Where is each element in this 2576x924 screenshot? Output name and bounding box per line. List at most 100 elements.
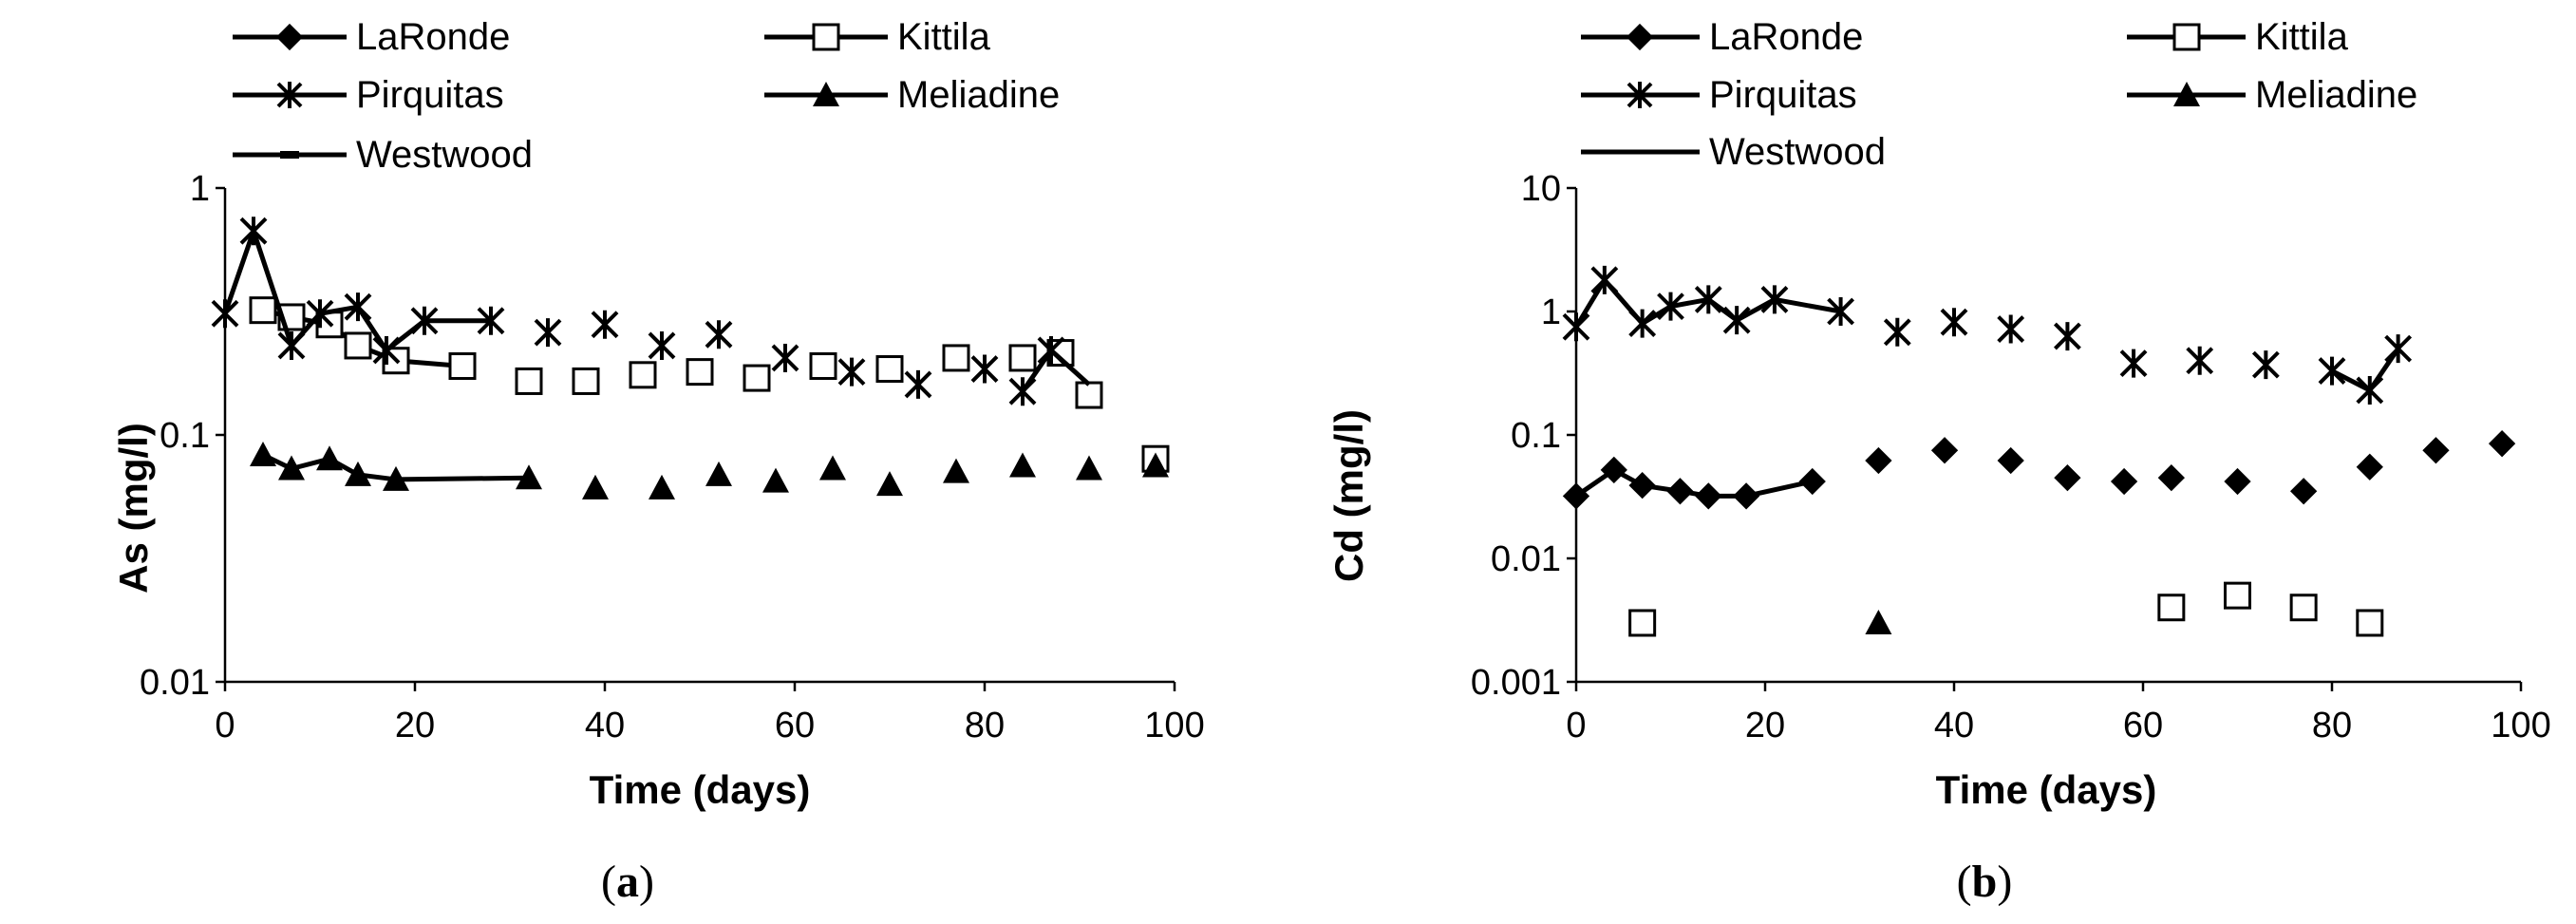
y-tick-label-a-1: 0.1: [160, 416, 210, 456]
legend-label-meliadine-b: Meliadine: [2255, 74, 2417, 116]
legend-label-kittila-b: Kittila: [2255, 16, 2349, 58]
x-axis-title-a: Time (days): [590, 767, 811, 812]
data-point-kittila-a-5: [448, 352, 477, 381]
legend-label-meliadine-a: Meliadine: [897, 74, 1060, 116]
data-point-kittila-a-13: [942, 344, 970, 372]
data-point-laronde-b-4: [1695, 482, 1722, 510]
data-point-pirquitas-a-16: [1008, 377, 1037, 406]
data-point-pirquitas-b-1: [1590, 265, 1619, 294]
x-tick-label-a-2: 40: [585, 706, 625, 745]
panel-label-b: (b): [1957, 857, 2013, 907]
data-point-pirquitas-b-10: [1997, 314, 2025, 344]
panel-label-suffix-a: ): [639, 857, 654, 907]
data-point-laronde-b-2: [1628, 472, 1656, 500]
legend-marker-westwood-a: [280, 151, 299, 159]
data-point-kittila-a-6: [515, 367, 543, 395]
legend-label-pirquitas-b: Pirquitas: [1709, 74, 1857, 116]
data-point-meliadine-a-2: [316, 445, 343, 471]
legend-label-westwood-a: Westwood: [356, 134, 533, 176]
data-point-kittila-a-8: [629, 361, 657, 389]
legend-marker-meliadine-b: [2173, 82, 2200, 106]
data-point-kittila-b-2: [2224, 581, 2251, 610]
data-point-laronde-b-10: [2054, 463, 2081, 492]
data-point-pirquitas-a-10: [648, 330, 676, 360]
legend-marker-kittila-b: [2172, 23, 2201, 51]
legend-entry-pirquitas-b: Pirquitas: [1581, 74, 1857, 116]
x-tick-label-b-1: 20: [1745, 706, 1785, 745]
legend-marker-kittila-a: [812, 23, 840, 51]
data-point-meliadine-a-1: [278, 455, 305, 481]
data-point-kittila-a-3: [344, 331, 372, 360]
data-point-pirquitas-a-17: [1037, 335, 1065, 365]
legend-entry-laronde-b: LaRonde: [1581, 16, 1863, 58]
x-axis-title-b: Time (days): [1936, 767, 2157, 812]
panel-label-letter-b: b: [1972, 857, 1998, 907]
legend-label-pirquitas-a: Pirquitas: [356, 74, 504, 116]
y-tick-label-b-3: 1: [1541, 292, 1561, 332]
legend-entry-meliadine-b: Meliadine: [2127, 74, 2417, 116]
panel-label-letter-a: a: [616, 857, 639, 907]
y-tick-label-b-4: 10: [1521, 169, 1561, 209]
x-tick-label-a-1: 20: [395, 706, 435, 745]
data-point-kittila-a-0: [249, 296, 277, 325]
data-point-pirquitas-a-2: [277, 330, 306, 360]
data-point-kittila-b-4: [2356, 609, 2384, 637]
data-point-kittila-a-14: [1008, 344, 1037, 372]
data-point-pirquitas-b-6: [1760, 285, 1789, 314]
panel-label-suffix-b: ): [1997, 857, 2012, 907]
data-point-pirquitas-a-9: [591, 310, 619, 339]
data-point-meliadine-a-10: [819, 455, 846, 481]
data-point-meliadine-a-15: [1142, 452, 1169, 478]
legend-label-kittila-a: Kittila: [897, 16, 991, 58]
panel-label-prefix-a: (: [601, 857, 616, 907]
data-point-pirquitas-a-4: [344, 292, 372, 322]
data-point-pirquitas-b-2: [1628, 309, 1657, 338]
data-point-pirquitas-a-6: [410, 306, 439, 335]
data-point-pirquitas-a-11: [705, 320, 733, 349]
data-point-pirquitas-a-1: [239, 217, 268, 246]
data-point-kittila-a-11: [809, 352, 837, 381]
data-point-laronde-b-7: [1865, 446, 1892, 475]
data-point-pirquitas-a-0: [211, 299, 239, 329]
y-tick-label-b-0: 0.001: [1471, 663, 1561, 703]
data-point-meliadine-a-12: [943, 458, 969, 483]
y-tick-label-a-0: 0.01: [140, 663, 210, 703]
panel-label-a: (a): [601, 857, 654, 907]
x-tick-label-a-0: 0: [215, 706, 235, 745]
data-point-pirquitas-a-12: [771, 343, 799, 372]
data-point-pirquitas-a-3: [306, 299, 334, 329]
legend-entry-meliadine-a: Meliadine: [764, 74, 1060, 116]
legend-b: LaRonde Kittila Pirquitas Meliadine West…: [1581, 16, 2417, 173]
data-point-pirquitas-b-16: [2356, 375, 2384, 405]
data-point-meliadine-b-0: [1865, 609, 1892, 634]
plot-area-a: 0.01 0.1 1 0 20 40 60 80 100: [140, 169, 1205, 745]
data-point-pirquitas-b-5: [1722, 306, 1751, 335]
legend-entry-laronde-a: LaRonde: [233, 16, 510, 58]
data-point-laronde-b-0: [1562, 482, 1590, 510]
data-point-meliadine-a-6: [582, 474, 609, 500]
legend-entry-pirquitas-a: Pirquitas: [233, 74, 504, 116]
x-tick-label-a-3: 60: [775, 706, 815, 745]
data-point-pirquitas-a-5: [372, 335, 401, 365]
data-point-pirquitas-b-13: [2186, 346, 2214, 375]
x-tick-label-b-4: 80: [2312, 706, 2352, 745]
legend-entry-westwood-b: Westwood: [1581, 131, 1886, 173]
data-point-pirquitas-b-12: [2119, 349, 2148, 378]
data-point-pirquitas-b-9: [1940, 308, 1968, 337]
data-point-meliadine-a-3: [345, 461, 371, 486]
legend-marker-pirquitas-a: [276, 82, 303, 108]
data-point-pirquitas-a-14: [904, 369, 932, 399]
data-point-kittila-a-10: [743, 364, 771, 392]
data-point-laronde-b-15: [2356, 453, 2383, 481]
data-point-pirquitas-b-4: [1694, 285, 1722, 314]
data-point-laronde-b-14: [2290, 478, 2318, 505]
legend-label-westwood-b: Westwood: [1709, 131, 1886, 173]
data-point-meliadine-a-4: [383, 465, 409, 491]
data-point-meliadine-a-11: [876, 471, 903, 497]
data-point-pirquitas-b-0: [1562, 312, 1590, 342]
legend-marker-pirquitas-b: [1626, 82, 1653, 108]
x-tick-label-b-3: 60: [2123, 706, 2163, 745]
data-point-pirquitas-b-15: [2318, 356, 2346, 386]
data-point-laronde-b-17: [2488, 430, 2516, 458]
